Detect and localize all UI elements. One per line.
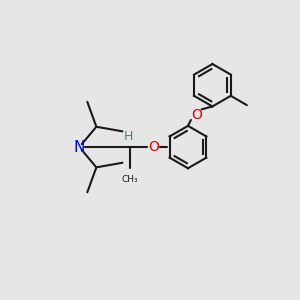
Text: O: O — [148, 140, 159, 154]
Text: H: H — [124, 130, 133, 143]
Text: CH₃: CH₃ — [122, 175, 138, 184]
Text: O: O — [191, 108, 202, 122]
Text: N: N — [74, 140, 85, 154]
